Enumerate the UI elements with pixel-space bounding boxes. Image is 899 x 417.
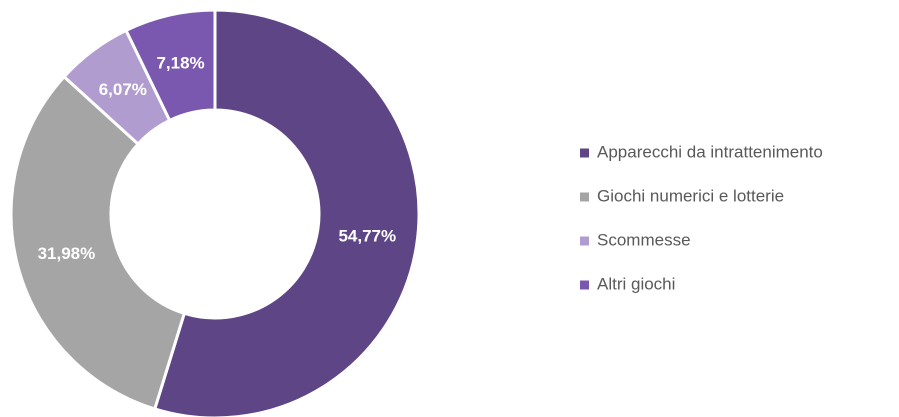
legend-label: Scommesse: [597, 230, 691, 249]
legend-marker: [580, 280, 589, 290]
legend-label: Apparecchi da intrattenimento: [597, 142, 823, 161]
legend-label: Altri giochi: [597, 274, 675, 293]
legend-label: Giochi numerici e lotterie: [597, 186, 784, 205]
slice-label: 7,18%: [156, 53, 204, 72]
legend-marker: [580, 236, 589, 246]
slice-label: 31,98%: [38, 244, 96, 263]
slice: [9, 74, 187, 411]
slice: [124, 8, 217, 123]
legend-marker: [580, 148, 589, 158]
slice-label: 54,77%: [338, 226, 396, 245]
slice-label: 6,07%: [99, 80, 147, 99]
slice: [152, 8, 421, 417]
legend-marker: [580, 192, 589, 202]
